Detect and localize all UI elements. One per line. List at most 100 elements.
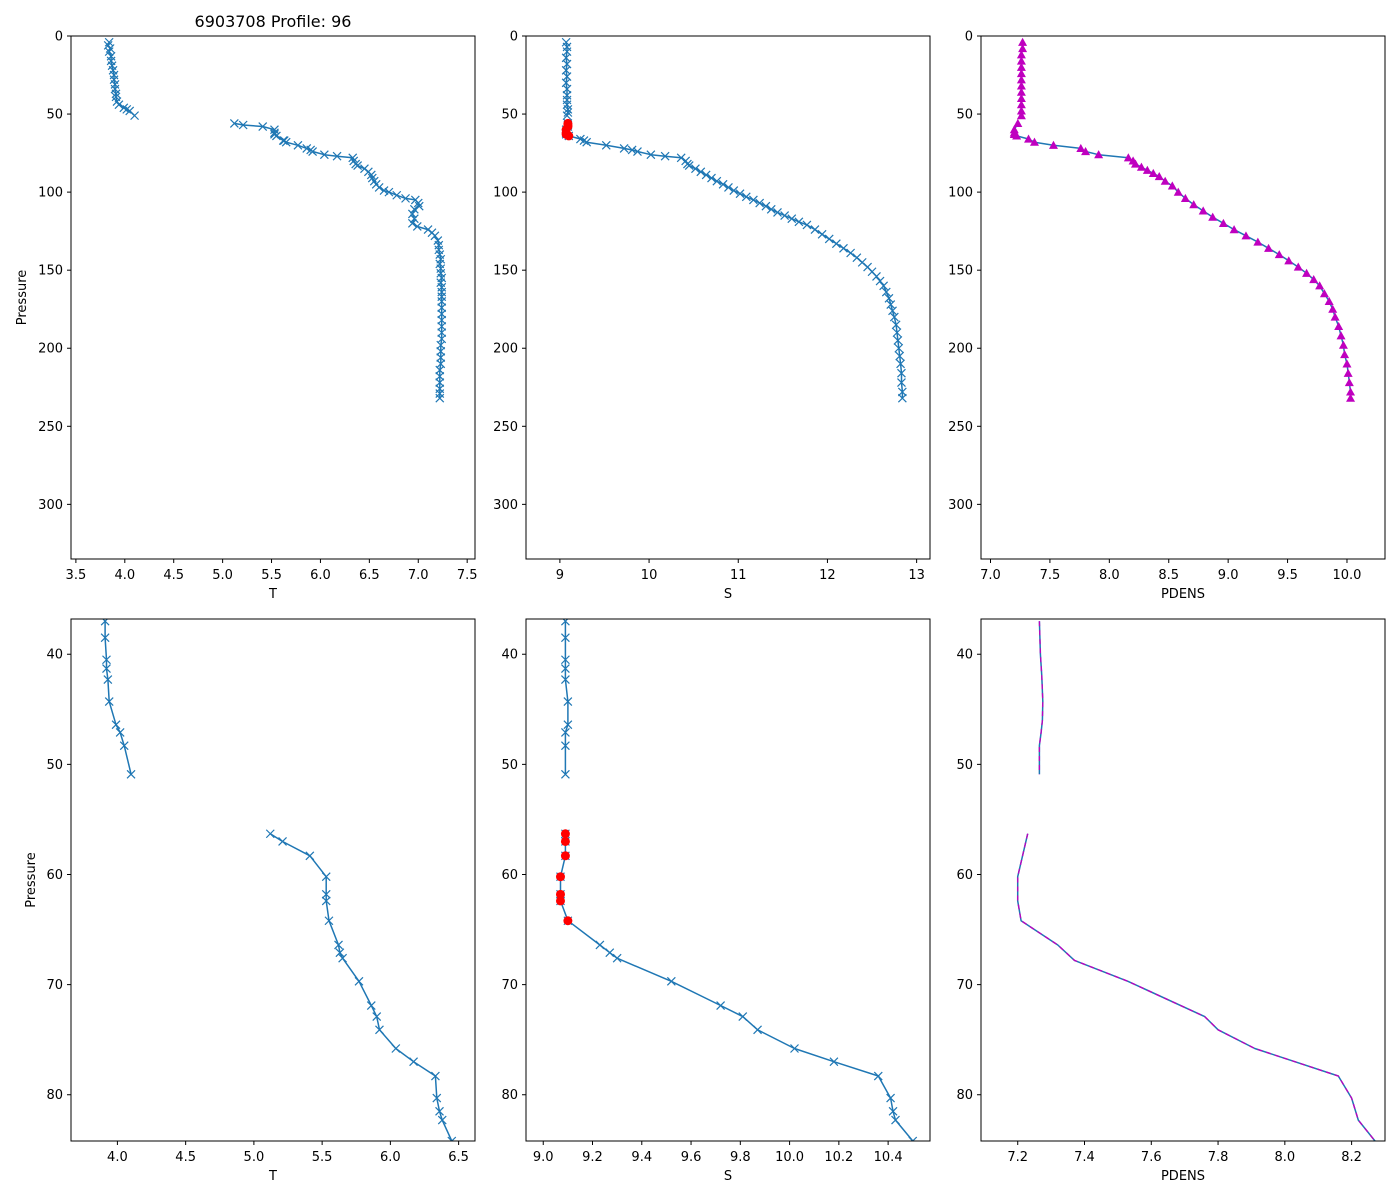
y-tick-label: 70: [956, 978, 973, 993]
x-marker: [437, 1115, 447, 1125]
x-marker: [437, 321, 447, 331]
triangle-marker: [1198, 206, 1208, 215]
x-marker: [414, 201, 424, 211]
triangle-marker: [1253, 237, 1263, 246]
x-marker: [115, 728, 125, 737]
y-tick-label: 50: [956, 108, 973, 123]
x-tick-label: 4.0: [107, 1150, 128, 1165]
x-marker: [738, 1012, 748, 1021]
x-marker: [103, 675, 113, 684]
x-tick-label: 3.5: [66, 568, 87, 583]
x-marker: [707, 173, 716, 183]
x-marker: [839, 243, 848, 253]
x-marker: [278, 837, 287, 846]
x-tick-label: 4.0: [114, 568, 135, 583]
x-marker: [794, 217, 804, 227]
x-marker: [888, 1106, 898, 1116]
y-tick-label: 50: [501, 758, 518, 773]
x-marker: [102, 655, 111, 665]
x-marker: [696, 167, 706, 177]
x-marker: [619, 143, 629, 153]
triangle-marker: [1229, 225, 1239, 234]
x-tick-label: 6.5: [359, 568, 380, 583]
flagged-point: [555, 872, 565, 882]
y-tick-label: 50: [46, 758, 63, 773]
x-marker: [755, 198, 765, 208]
x-marker: [447, 1136, 457, 1141]
flagged-point: [555, 889, 565, 899]
x-marker: [353, 161, 363, 171]
x-marker: [436, 353, 446, 363]
x-axis-label: T: [268, 587, 277, 602]
x-marker: [701, 170, 711, 180]
triangle-marker: [1016, 62, 1026, 71]
x-marker: [894, 343, 904, 353]
series-line-1: [104, 621, 132, 775]
x-marker: [409, 214, 419, 224]
triangle-marker: [1016, 75, 1026, 84]
triangle-marker: [1029, 137, 1039, 146]
x-marker: [780, 211, 790, 220]
y-tick-label: 80: [501, 1088, 518, 1103]
x-marker: [831, 239, 841, 249]
x-marker: [817, 229, 827, 239]
x-tick-label: 8.0: [1099, 568, 1120, 583]
triangle-marker: [1218, 218, 1228, 227]
y-axis-label: Pressure: [15, 270, 30, 326]
x-marker: [716, 1001, 726, 1010]
x-marker: [560, 664, 570, 673]
x-marker: [802, 220, 812, 230]
triangle-marker: [1016, 87, 1026, 96]
triangle-marker: [1123, 153, 1133, 162]
x-axis-label: S: [724, 1169, 732, 1184]
x-marker: [308, 147, 318, 156]
x-marker: [105, 44, 115, 53]
x-tick-label: 11: [730, 568, 747, 583]
triangle-marker: [1346, 387, 1356, 396]
y-tick-label: 150: [38, 264, 63, 279]
x-marker: [766, 204, 776, 214]
triangle-marker: [1167, 181, 1177, 190]
x-marker: [741, 192, 751, 202]
x-tick-label: 5.5: [312, 1150, 333, 1165]
y-tick-label: 300: [493, 498, 518, 513]
x-tick-label: 8.2: [1341, 1150, 1362, 1165]
triangle-marker: [1160, 176, 1170, 185]
triangle-marker: [1319, 289, 1329, 298]
triangle-marker: [1094, 150, 1104, 159]
x-marker: [435, 365, 445, 375]
y-tick-label: 100: [493, 186, 518, 201]
x-tick-label: 10: [641, 568, 658, 583]
triangle-marker: [1340, 349, 1350, 359]
x-marker: [265, 829, 275, 839]
x-marker: [872, 271, 881, 281]
x-marker: [595, 940, 605, 950]
x-marker: [407, 218, 417, 228]
x-tick-label: 6.0: [380, 1150, 401, 1165]
y-tick-label: 250: [38, 420, 63, 435]
y-tick-label: 250: [493, 420, 518, 435]
x-marker: [718, 179, 728, 189]
x-marker: [773, 207, 782, 217]
x-tick-label: 4.5: [175, 1150, 196, 1165]
x-tick-label: 6.5: [448, 1150, 469, 1165]
triangle-marker: [1334, 321, 1344, 330]
x-marker: [735, 189, 745, 199]
triangle-marker: [1324, 296, 1334, 306]
triangle-marker: [1342, 359, 1352, 368]
triangle-marker: [1315, 281, 1325, 290]
x-marker: [366, 1001, 376, 1010]
x-marker: [846, 248, 856, 258]
x-tick-label: 13: [908, 568, 925, 583]
x-marker: [114, 100, 124, 110]
x-tick-label: 5.5: [261, 568, 282, 583]
plot-area: [103, 37, 447, 403]
triangle-marker: [1343, 368, 1353, 377]
x-marker: [384, 187, 394, 197]
x-marker: [560, 741, 570, 751]
x-marker: [829, 1057, 839, 1067]
x-marker: [562, 111, 572, 121]
y-tick-label: 0: [965, 30, 973, 45]
x-tick-label: 7.6: [1141, 1150, 1162, 1165]
